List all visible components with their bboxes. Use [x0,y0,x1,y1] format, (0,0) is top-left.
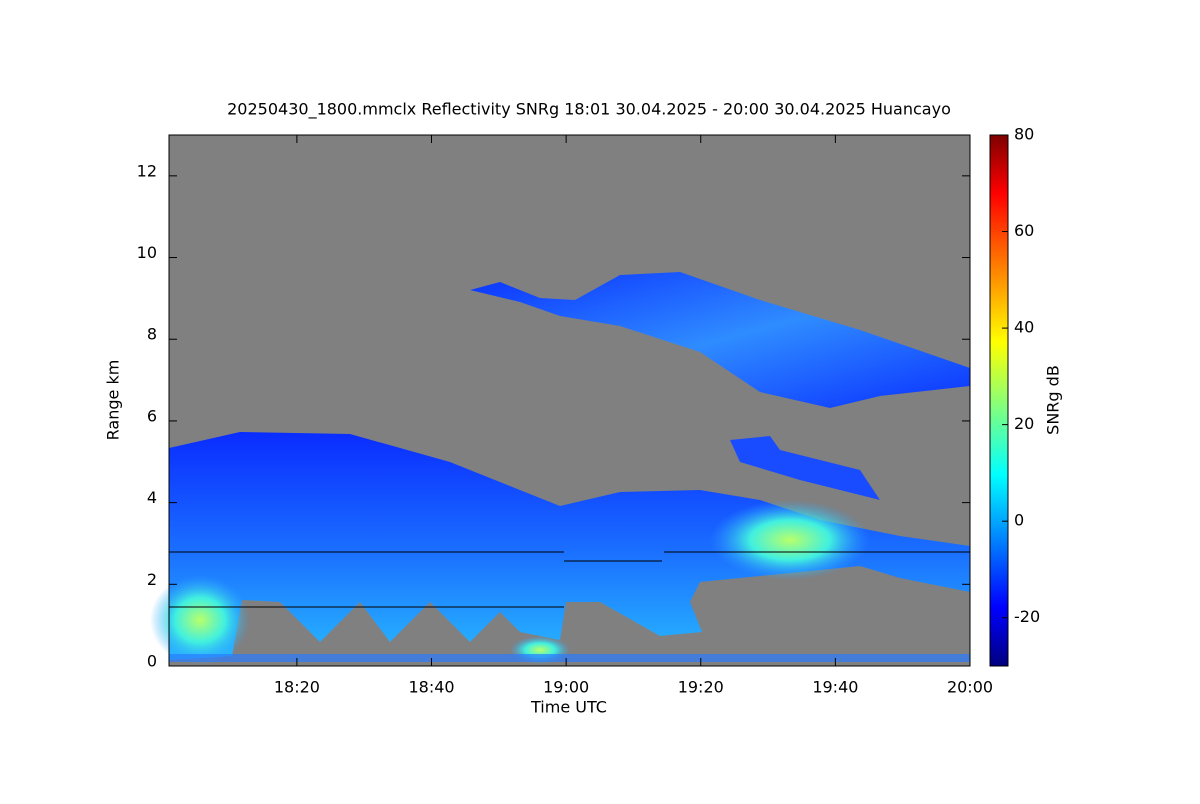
colorbar-tick-label: 80 [1014,125,1034,144]
y-tick-label: 12 [137,161,157,180]
lower-echo [169,432,970,660]
y-tick-label: 6 [147,406,157,425]
plot-frame [168,134,971,667]
y-axis-label: Range km [104,360,123,441]
x-tick-label: 20:00 [947,678,993,697]
colorbar-label: SNRg dB [1044,365,1063,435]
x-tick-label: 18:20 [274,678,320,697]
x-tick-label: 19:40 [812,678,858,697]
colorbar-tick-label: 0 [1014,511,1024,530]
upper-echo [470,272,970,408]
y-tick-label: 8 [147,325,157,344]
y-tick-label: 0 [147,652,157,671]
x-tick-label: 19:00 [543,678,589,697]
y-tick-label: 2 [147,570,157,589]
chart-title: 20250430_1800.mmclx Reflectivity SNRg 18… [227,100,951,120]
mid-echo [730,436,880,500]
colorbar [989,134,1009,667]
colorbar-tick-label: 60 [1014,221,1034,240]
colorbar-tick-label: -20 [1014,607,1040,626]
y-tick-label: 10 [137,243,157,262]
echo-core [150,575,250,665]
echo-field [150,272,970,665]
x-axis-label: Time UTC [530,698,607,717]
ground-clutter [169,654,970,662]
echo-core [710,500,870,580]
x-tick-label: 19:20 [678,678,724,697]
x-tick-label: 18:40 [408,678,454,697]
colorbar-tick-label: 20 [1014,414,1034,433]
y-tick-label: 4 [147,488,157,507]
colorbar-tick-label: 40 [1014,318,1034,337]
